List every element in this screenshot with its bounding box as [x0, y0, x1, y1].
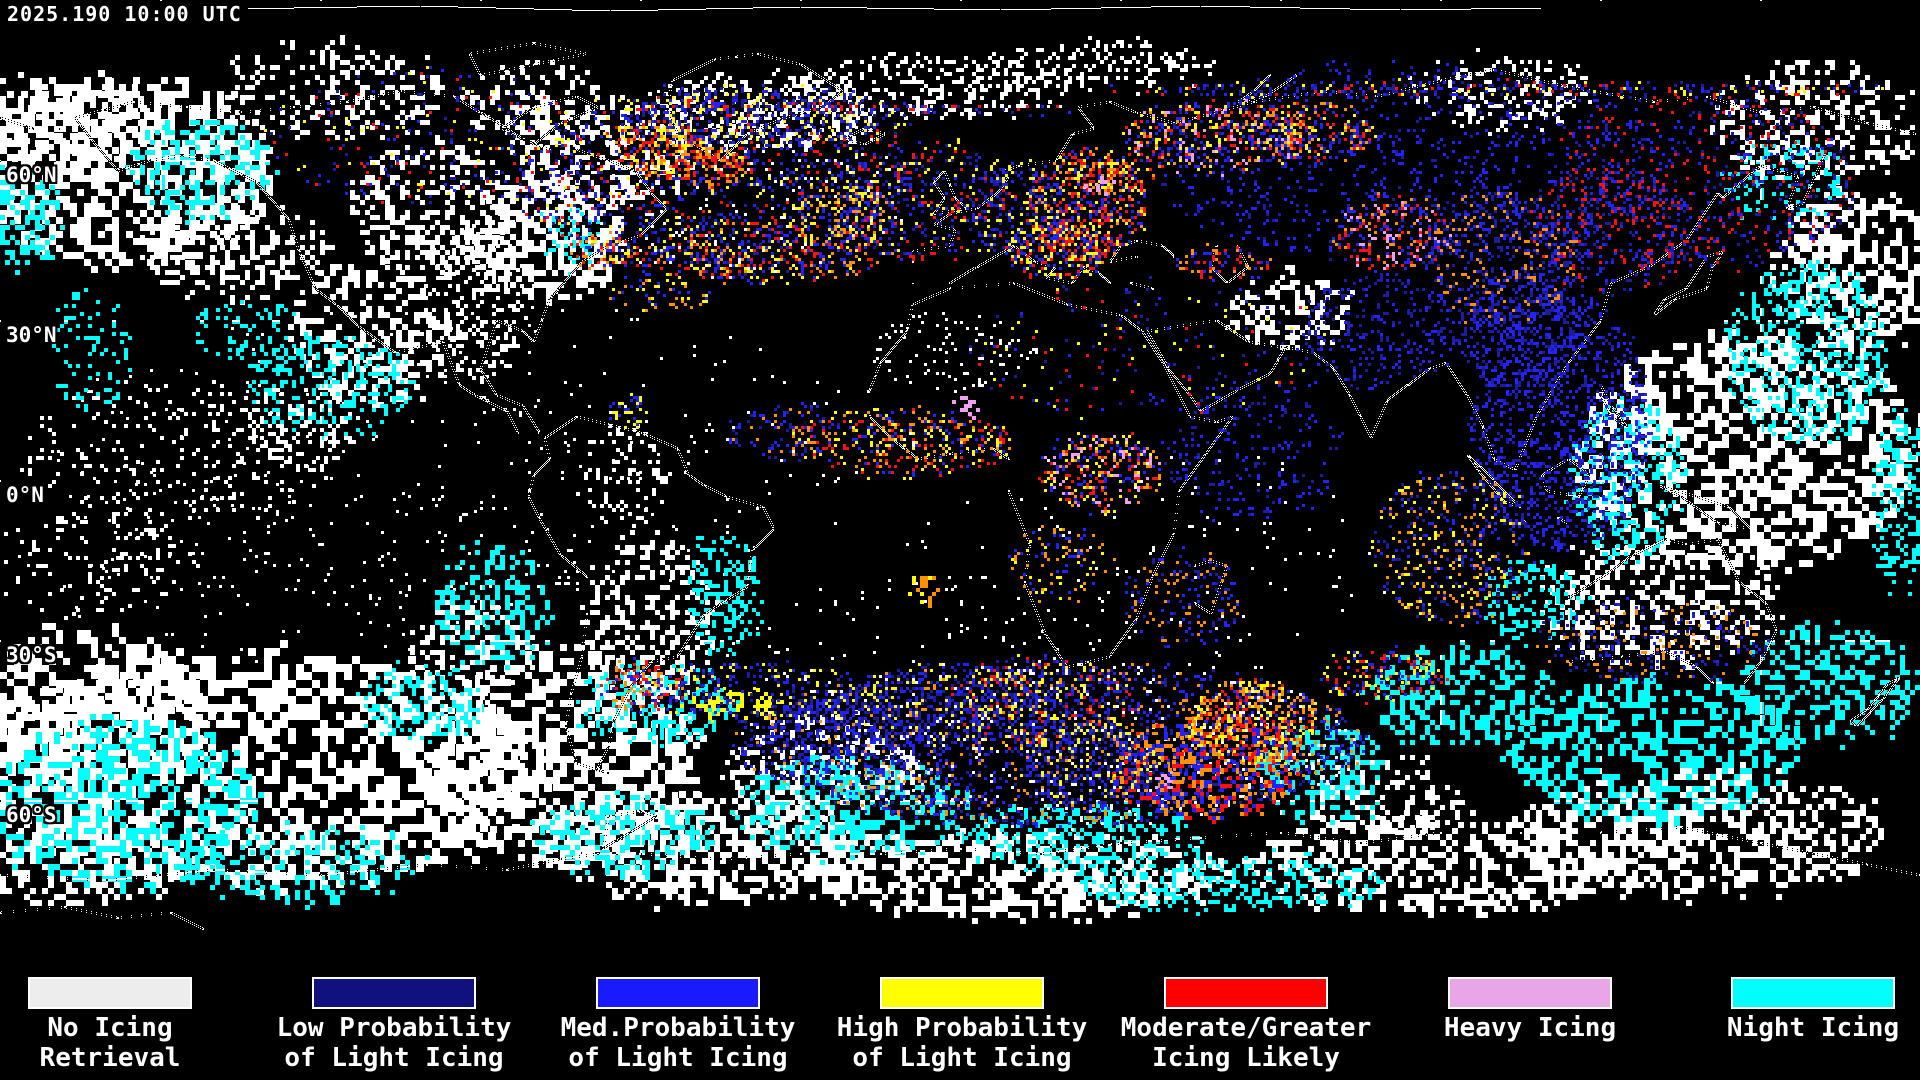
legend-swatch-moderate-greater-icing [1164, 977, 1328, 1009]
legend-label-low-prob-light-icing-line1: Low Probability [276, 1013, 512, 1043]
lat-label-60s: 60°S [6, 803, 57, 827]
legend-label-heavy-icing-line1: Heavy Icing [1443, 1013, 1617, 1043]
legend-label-high-prob-light-icing-line2: of Light Icing [852, 1043, 1072, 1073]
legend-label-moderate-greater-icing-line1: Moderate/Greater [1120, 1013, 1372, 1043]
legend-entry-heavy-icing: Heavy Icing [1388, 960, 1672, 1043]
legend-label-no-icing-retrieval-line1: No Icing [47, 1013, 173, 1043]
legend-label-med-prob-light-icing-line1: Med.Probability [560, 1013, 796, 1043]
legend-entry-no-icing-retrieval: No Icing Retrieval [0, 960, 252, 1073]
legend-swatch-med-prob-light-icing [596, 977, 760, 1009]
legend-swatch-heavy-icing [1448, 977, 1612, 1009]
legend-label-high-prob-light-icing-line1: High Probability [836, 1013, 1088, 1043]
legend-entry-night-icing: Night Icing [1671, 960, 1920, 1043]
legend-entry-med-prob-light-icing: Med.Probability of Light Icing [536, 960, 820, 1073]
lat-label-0n: 0°N [6, 483, 44, 507]
legend-label-low-prob-light-icing-line2: of Light Icing [284, 1043, 504, 1073]
legend-swatch-high-prob-light-icing [880, 977, 1044, 1009]
legend-swatch-no-icing-retrieval [28, 977, 192, 1009]
lat-label-30s: 30°S [6, 643, 57, 667]
timestamp: 2025.190 10:00 UTC [5, 1, 248, 28]
legend-label-moderate-greater-icing-line2: Icing Likely [1152, 1043, 1340, 1073]
legend-entry-high-prob-light-icing: High Probability of Light Icing [820, 960, 1104, 1073]
legend-swatch-low-prob-light-icing [312, 977, 476, 1009]
legend: No Icing Retrieval Low Probability of Light… [0, 960, 1920, 1080]
legend-entry-low-prob-light-icing: Low Probability of Light Icing [252, 960, 536, 1073]
legend-swatch-night-icing [1731, 977, 1895, 1009]
legend-label-med-prob-light-icing-line2: of Light Icing [568, 1043, 788, 1073]
lat-label-30n: 30°N [6, 323, 57, 347]
legend-entry-moderate-greater-icing: Moderate/Greater Icing Likely [1104, 960, 1388, 1073]
lat-label-60n: 60°N [6, 163, 57, 187]
legend-label-night-icing-line1: Night Icing [1726, 1013, 1900, 1043]
legend-label-no-icing-retrieval-line2: Retrieval [39, 1043, 181, 1073]
